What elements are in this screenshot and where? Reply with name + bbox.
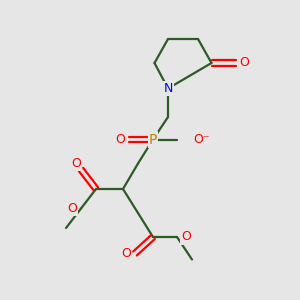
- Text: O: O: [115, 133, 125, 146]
- Text: O: O: [181, 230, 191, 244]
- Text: N: N: [163, 82, 173, 95]
- Text: O: O: [240, 56, 249, 70]
- Text: P: P: [149, 133, 157, 146]
- Text: O⁻: O⁻: [194, 133, 210, 146]
- Text: O: O: [72, 157, 81, 170]
- Text: O: O: [121, 247, 131, 260]
- Text: O: O: [67, 202, 77, 215]
